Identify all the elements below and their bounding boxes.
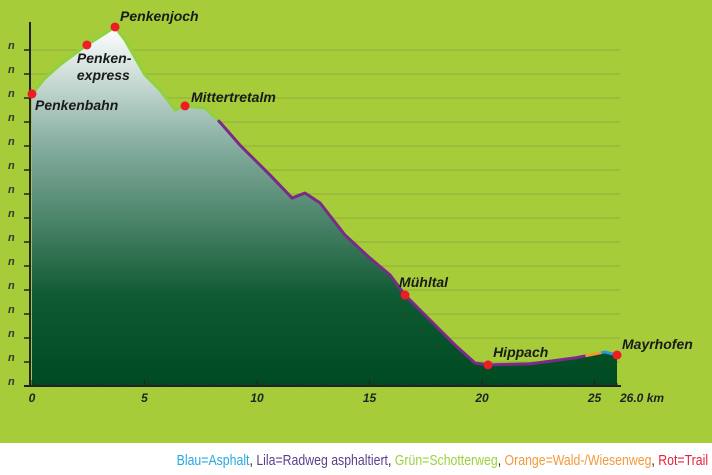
y-tick-label: n [8,376,15,388]
waypoint-marker [180,101,190,111]
x-end-label: 26.0 km [619,391,664,405]
x-tick-label: 25 [587,391,602,405]
y-tick-label: n [8,112,15,124]
y-tick-label: n [8,184,15,196]
waypoint-label: Mittertretalm [191,89,276,105]
legend-separator: , [651,452,659,469]
legend-separator: , [497,452,505,469]
y-tick-label: n [8,64,15,76]
elevation-area [32,26,617,387]
y-tick-label: n [8,208,15,220]
y-tick-label: n [8,352,15,364]
y-tick-label: n [8,328,15,340]
y-tick-label: n [8,256,15,268]
waypoint-marker [612,350,622,360]
surface-line-lila [216,119,586,367]
waypoint-marker [483,360,493,370]
waypoint-label: express [77,67,130,83]
legend-item: Rot=Trail [658,452,708,469]
waypoint-label: Mühltal [399,274,449,290]
waypoint-marker [110,22,120,32]
y-tick-label: n [8,136,15,148]
waypoint-label: Penkenjoch [120,8,199,24]
waypoint-marker [27,89,37,99]
legend-separator: , [249,452,257,469]
waypoint-marker [400,290,410,300]
waypoint-label: Penkenbahn [35,97,118,113]
legend-separator: , [387,452,395,469]
elevation-profile-chart: n n n n n n n n n n n n n n n 0 5 10 15 20 25 26.0 km Penkenb… [0,0,712,443]
surface-line-orange [585,351,602,358]
x-tick-label: 0 [29,391,36,405]
y-tick-label: n [8,304,15,316]
y-tick-label: n [8,88,15,100]
legend-item: Blau=Asphalt [176,452,250,469]
y-tick-label: n [8,280,15,292]
y-tick-label: n [8,232,15,244]
legend-item: Lila=Radweg asphaltiert [256,452,388,469]
x-tick-label: 15 [363,391,377,405]
waypoint-label: Penken- [77,50,132,66]
waypoint-label: Mayrhofen [622,336,693,352]
y-tick-label: n [8,40,15,52]
surface-legend: Blau=Asphalt, Lila=Radweg asphaltiert, G… [177,452,708,469]
waypoint-marker [82,40,92,50]
legend-item: Grün=Schotterweg [394,452,498,469]
y-tick-label: n [8,160,15,172]
x-tick-label: 5 [141,391,148,405]
legend-item: Orange=Wald-/Wiesenweg [504,452,652,469]
x-tick-label: 20 [474,391,489,405]
x-tick-label: 10 [250,391,264,405]
waypoint-label: Hippach [493,344,548,360]
waypoints-group: Penkenbahn Penken-express Penkenjoch Mitter… [27,8,693,370]
